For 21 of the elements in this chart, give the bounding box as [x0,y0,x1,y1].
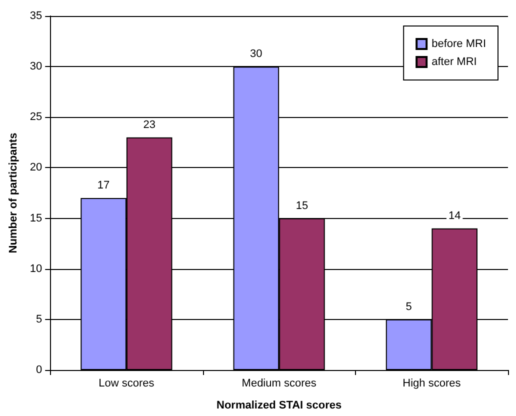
x-tick-label: High scores [402,378,462,390]
data-label: 17 [97,180,110,192]
data-label: 5 [406,300,412,313]
y-tick-label: 20 [30,162,42,174]
data-label: 14 [448,210,461,222]
y-tick-label: 35 [30,10,42,22]
legend-label: after MRI [432,56,477,68]
y-tick-label: 25 [30,111,42,124]
legend-label: before MRI [432,38,486,50]
data-label: 30 [250,48,262,60]
y-tick-label: 30 [30,60,42,73]
y-tick-label: 10 [30,262,42,275]
x-tick-label: Low scores [98,378,155,390]
y-tick-label: 5 [36,313,42,326]
x-tick-label: Medium scores [242,378,317,390]
y-axis-title: Number of participants [8,132,20,254]
x-axis-title: Normalized STAI scores [216,400,342,412]
y-tick-label: 15 [30,212,42,224]
data-label: 15 [296,200,308,212]
data-label: 23 [143,118,156,131]
y-tick-label: 0 [36,364,42,376]
